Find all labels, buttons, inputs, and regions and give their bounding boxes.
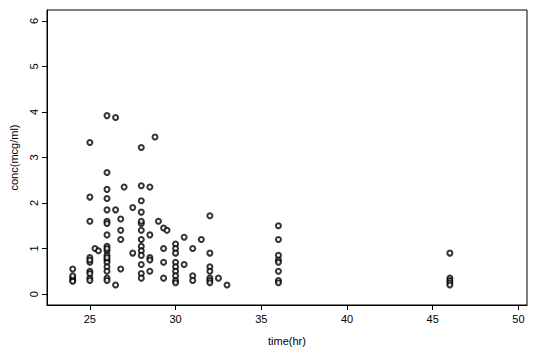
- svg-text:3: 3: [28, 154, 40, 160]
- svg-text:5: 5: [28, 63, 40, 69]
- svg-text:6: 6: [28, 18, 40, 24]
- svg-text:4: 4: [28, 109, 40, 115]
- svg-text:25: 25: [84, 313, 96, 325]
- svg-text:40: 40: [341, 313, 353, 325]
- svg-text:conc(mcg/ml): conc(mcg/ml): [8, 124, 20, 190]
- svg-text:45: 45: [427, 313, 439, 325]
- svg-text:30: 30: [169, 313, 181, 325]
- svg-text:2: 2: [28, 200, 40, 206]
- svg-text:time(hr): time(hr): [268, 335, 306, 347]
- svg-text:0: 0: [28, 291, 40, 297]
- svg-text:50: 50: [512, 313, 524, 325]
- svg-text:35: 35: [255, 313, 267, 325]
- svg-text:1: 1: [28, 245, 40, 251]
